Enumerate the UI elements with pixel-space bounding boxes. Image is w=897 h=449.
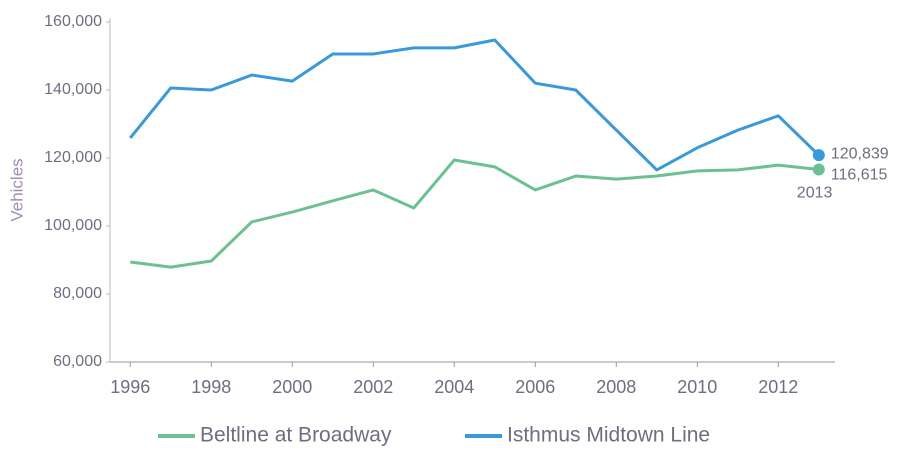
series-line xyxy=(129,38,820,172)
x-tick-label: 2010 xyxy=(677,377,717,397)
x-tick-label: 2006 xyxy=(515,377,555,397)
y-tick-label: 60,000 xyxy=(53,353,102,370)
series-line xyxy=(130,158,819,269)
y-tick-label: 140,000 xyxy=(44,81,102,98)
x-tick-label: 1998 xyxy=(191,377,231,397)
x-tick-label: 2002 xyxy=(353,377,393,397)
annotation: 2013 xyxy=(797,185,833,202)
end-point xyxy=(812,149,825,162)
x-tick-label: 2012 xyxy=(758,377,798,397)
x-tick-label: 2004 xyxy=(434,377,474,397)
y-axis-label: Vehicles xyxy=(7,158,26,221)
x-tick-label: 1996 xyxy=(110,377,150,397)
legend-label: Isthmus Midtown Line xyxy=(507,424,710,447)
x-tick-label: 2000 xyxy=(272,377,312,397)
legend-label: Beltline at Broadway xyxy=(200,424,392,447)
data-label: 116,615 xyxy=(831,167,888,184)
y-tick-label: 100,000 xyxy=(44,217,102,234)
x-tick-label: 2008 xyxy=(596,377,636,397)
y-tick-label: 120,000 xyxy=(44,149,102,166)
y-tick-label: 80,000 xyxy=(53,285,102,302)
data-label: 120,839 xyxy=(831,145,889,162)
y-tick-label: 160,000 xyxy=(44,13,102,30)
end-point xyxy=(812,163,825,176)
